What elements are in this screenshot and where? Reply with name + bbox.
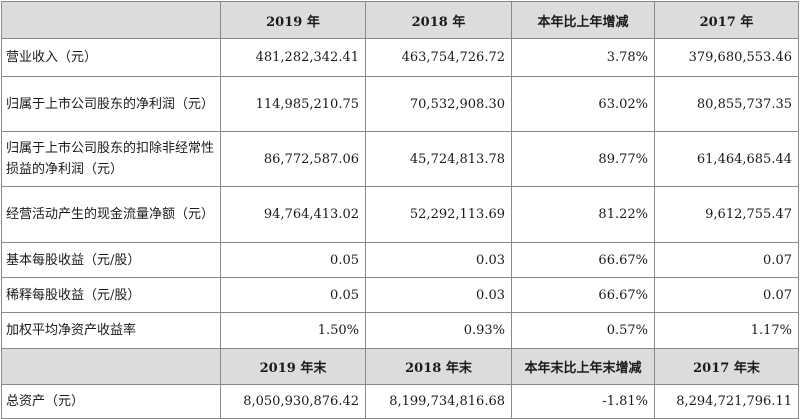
table-row: 归属于上市公司股东的扣除非经常性损益的净利润（元） 86,772,587.06 … — [1, 131, 799, 187]
header2-2019: 2019 年末 — [220, 348, 366, 385]
cell-2017: 379,680,553.46 — [654, 38, 799, 77]
cell-2017: 61,464,685.44 — [654, 131, 799, 187]
cell-2018: 0.03 — [365, 242, 512, 278]
header-2019: 2019 年 — [220, 1, 366, 39]
table-row: 归属于上市公司股东的净利润（元） 114,985,210.75 70,532,9… — [1, 76, 799, 132]
table-row: 经营活动产生的现金流量净额（元） 94,764,413.02 52,292,11… — [1, 186, 799, 243]
header2-label-cell — [1, 348, 221, 385]
cell-2018: 52,292,113.69 — [365, 186, 512, 243]
cell-2017: 1.17% — [654, 312, 799, 349]
cell-change: 0.57% — [511, 312, 655, 349]
cell-2019: 0.05 — [220, 277, 366, 313]
cell-change: 63.02% — [511, 76, 655, 132]
row-label: 稀释每股收益（元/股） — [1, 277, 221, 313]
row-label: 总资产（元） — [1, 384, 221, 419]
cell-change: -1.81% — [511, 384, 655, 419]
cell-2019: 1.50% — [220, 312, 366, 349]
row-label: 加权平均净资产收益率 — [1, 312, 221, 349]
cell-2019: 481,282,342.41 — [220, 38, 366, 77]
row-label: 经营活动产生的现金流量净额（元） — [1, 186, 221, 243]
cell-2018: 0.93% — [365, 312, 512, 349]
row-label: 归属于上市公司股东的扣除非经常性损益的净利润（元） — [1, 131, 221, 187]
cell-2019: 94,764,413.02 — [220, 186, 366, 243]
cell-2018: 0.03 — [365, 277, 512, 313]
cell-change: 89.77% — [511, 131, 655, 187]
row-label: 营业收入（元） — [1, 38, 221, 77]
cell-2018: 463,754,726.72 — [365, 38, 512, 77]
cell-2019: 8,050,930,876.42 — [220, 384, 366, 419]
cell-2018: 8,199,734,816.68 — [365, 384, 512, 419]
header-2018: 2018 年 — [365, 1, 512, 39]
header-2017: 2017 年 — [654, 1, 799, 39]
cell-change: 66.67% — [511, 277, 655, 313]
cell-2017: 8,294,721,796.11 — [654, 384, 799, 419]
table-row: 总资产（元） 8,050,930,876.42 8,199,734,816.68… — [1, 384, 799, 419]
cell-change: 3.78% — [511, 38, 655, 77]
cell-2019: 0.05 — [220, 242, 366, 278]
table-row: 稀释每股收益（元/股） 0.05 0.03 66.67% 0.07 — [1, 277, 799, 313]
header2-2017: 2017 年末 — [654, 348, 799, 385]
cell-2017: 0.07 — [654, 242, 799, 278]
cell-2018: 45,724,813.78 — [365, 131, 512, 187]
table-row: 基本每股收益（元/股） 0.05 0.03 66.67% 0.07 — [1, 242, 799, 278]
table-row: 加权平均净资产收益率 1.50% 0.93% 0.57% 1.17% — [1, 312, 799, 349]
cell-2017: 80,855,737.35 — [654, 76, 799, 132]
row-label: 基本每股收益（元/股） — [1, 242, 221, 278]
header2-2018: 2018 年末 — [365, 348, 512, 385]
cell-2017: 0.07 — [654, 277, 799, 313]
row-label: 归属于上市公司股东的净利润（元） — [1, 76, 221, 132]
table-header-row-2: 2019 年末 2018 年末 本年末比上年末增减 2017 年末 — [1, 348, 799, 385]
header-change: 本年比上年增减 — [511, 1, 655, 39]
cell-2019: 114,985,210.75 — [220, 76, 366, 132]
cell-change: 81.22% — [511, 186, 655, 243]
table-row: 营业收入（元） 481,282,342.41 463,754,726.72 3.… — [1, 38, 799, 77]
cell-change: 66.67% — [511, 242, 655, 278]
cell-2018: 70,532,908.30 — [365, 76, 512, 132]
header2-change: 本年末比上年末增减 — [511, 348, 655, 385]
header-label-cell — [1, 1, 221, 39]
cell-2017: 9,612,755.47 — [654, 186, 799, 243]
table-header-row: 2019 年 2018 年 本年比上年增减 2017 年 — [1, 1, 799, 39]
cell-2019: 86,772,587.06 — [220, 131, 366, 187]
